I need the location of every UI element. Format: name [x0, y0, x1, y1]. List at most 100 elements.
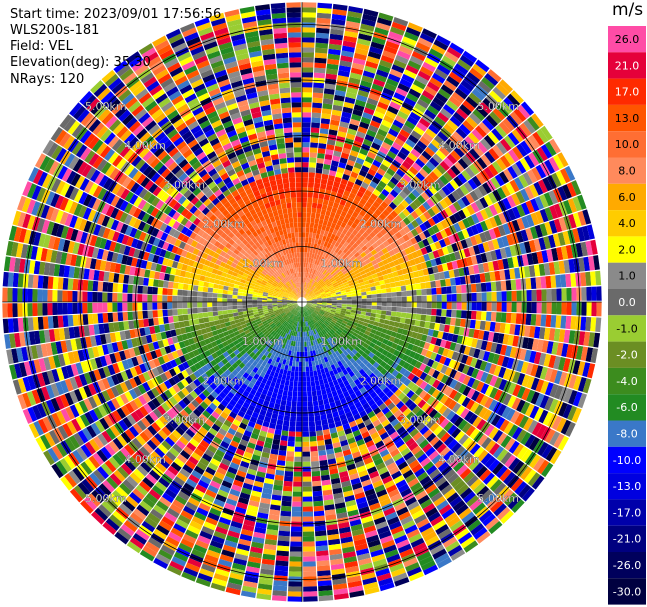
- velocity-gate: [307, 247, 311, 253]
- velocity-gate: [337, 430, 346, 437]
- velocity-gate: [311, 390, 317, 397]
- velocity-gate: [220, 440, 230, 449]
- velocity-gate: [406, 290, 412, 297]
- velocity-gate: [444, 51, 459, 63]
- velocity-gate: [340, 375, 347, 382]
- velocity-gate: [549, 205, 559, 220]
- velocity-gate: [315, 322, 320, 328]
- velocity-gate: [330, 335, 336, 341]
- velocity-gate: [377, 427, 387, 436]
- velocity-gate: [466, 302, 472, 311]
- velocity-gate: [439, 418, 450, 429]
- velocity-gate: [264, 350, 270, 357]
- velocity-gate: [334, 247, 340, 254]
- velocity-gate: [407, 477, 419, 488]
- velocity-gate: [397, 327, 404, 334]
- velocity-gate: [446, 75, 460, 88]
- velocity-gate: [389, 393, 398, 402]
- velocity-gate: [310, 307, 315, 311]
- velocity-gate: [270, 337, 276, 343]
- velocity-gate: [434, 323, 441, 331]
- velocity-gate: [326, 524, 338, 531]
- velocity-gate: [279, 318, 285, 324]
- velocity-gate: [305, 305, 310, 310]
- velocity-gate: [358, 278, 364, 284]
- velocity-gate: [72, 467, 85, 482]
- velocity-gate: [312, 350, 317, 356]
- velocity-gate: [385, 268, 393, 274]
- velocity-gate: [288, 350, 292, 356]
- velocity-gate: [421, 28, 437, 39]
- velocity-gate: [436, 212, 445, 222]
- velocity-gate: [568, 374, 577, 389]
- velocity-gate: [336, 404, 344, 412]
- velocity-gate: [164, 488, 177, 499]
- velocity-gate: [181, 369, 189, 379]
- velocity-gate: [252, 366, 259, 374]
- velocity-gate: [471, 88, 485, 101]
- velocity-gate: [447, 399, 457, 410]
- velocity-gate: [442, 332, 449, 341]
- velocity-gate: [325, 443, 334, 450]
- velocity-gate: [270, 448, 279, 455]
- velocity-gate: [326, 297, 332, 300]
- velocity-gate: [192, 349, 200, 357]
- velocity-gate: [556, 302, 562, 315]
- velocity-gate: [338, 162, 347, 169]
- velocity-gate: [471, 338, 478, 348]
- velocity-gate: [562, 358, 571, 372]
- velocity-gate: [215, 338, 222, 346]
- velocity-gate: [473, 329, 480, 339]
- velocity-gate: [408, 402, 418, 411]
- velocity-gate: [237, 443, 247, 452]
- velocity-gate: [518, 415, 529, 429]
- velocity-gate: [174, 403, 184, 413]
- velocity-gate: [416, 333, 423, 341]
- velocity-gate: [401, 302, 407, 308]
- velocity-gate: [565, 273, 572, 287]
- velocity-gate: [304, 346, 308, 352]
- velocity-gate: [276, 460, 286, 466]
- velocity-gate: [377, 17, 392, 27]
- velocity-gate: [318, 450, 327, 456]
- velocity-gate: [244, 346, 250, 353]
- velocity-gate: [324, 258, 329, 265]
- velocity-gate: [347, 10, 363, 19]
- velocity-gate: [332, 8, 347, 16]
- velocity-gate: [264, 395, 272, 402]
- velocity-gate: [358, 368, 366, 376]
- velocity-gate: [226, 338, 233, 345]
- velocity-gate: [484, 151, 496, 164]
- velocity-gate: [182, 396, 191, 406]
- velocity-gate: [449, 179, 460, 190]
- velocity-gate: [395, 372, 403, 381]
- velocity-gate: [227, 329, 234, 335]
- velocity-gate: [456, 310, 462, 318]
- velocity-gate: [460, 318, 466, 328]
- velocity-gate: [375, 351, 382, 358]
- velocity-gate: [332, 441, 341, 449]
- velocity-gate: [476, 531, 491, 544]
- velocity-gate: [286, 344, 291, 351]
- velocity-gate: [88, 438, 100, 452]
- velocity-gate: [106, 400, 116, 412]
- velocity-gate: [341, 541, 354, 549]
- velocity-gate: [349, 590, 365, 598]
- velocity-gate: [311, 470, 321, 477]
- velocity-gate: [259, 393, 267, 400]
- velocity-gate: [543, 327, 551, 340]
- velocity-gate: [565, 315, 572, 330]
- velocity-gate: [346, 306, 352, 310]
- velocity-gate: [471, 175, 482, 187]
- velocity-gate: [278, 450, 287, 456]
- velocity-gate: [310, 350, 314, 357]
- velocity-gate: [300, 306, 302, 312]
- velocity-gate: [560, 315, 567, 329]
- velocity-gate: [335, 311, 341, 315]
- velocity-gate: [379, 449, 390, 458]
- velocity-gate: [341, 308, 347, 312]
- velocity-gate: [523, 241, 532, 254]
- velocity-gate: [343, 241, 349, 248]
- velocity-gate: [324, 403, 331, 410]
- velocity-gate: [322, 220, 328, 226]
